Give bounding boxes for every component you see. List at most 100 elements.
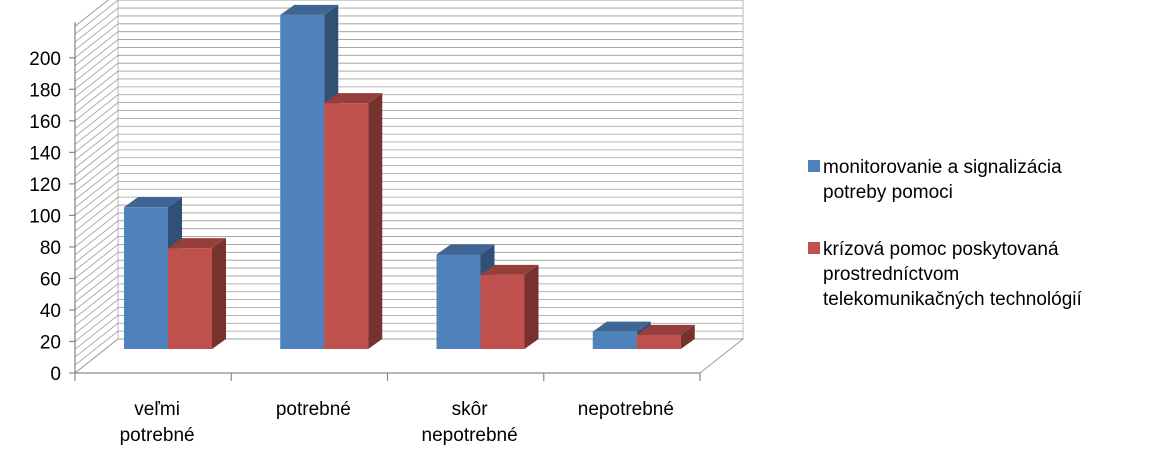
grid-line-side <box>74 291 119 327</box>
grid-line-side <box>74 39 119 74</box>
grid-line-side <box>74 62 119 98</box>
legend-item-series-1: monitorovanie a signalizácia potreby pom… <box>804 155 1164 205</box>
bar <box>480 264 539 349</box>
x-category-label-line: nepotrebné <box>578 399 674 420</box>
legend-label-series-1: monitorovanie a signalizácia potreby pom… <box>823 157 1062 203</box>
y-tick-label: 160 <box>29 112 61 133</box>
grid-line-side <box>74 70 119 106</box>
x-category-label-line: nepotrebné <box>422 425 518 446</box>
y-tick-label: 60 <box>40 269 61 290</box>
y-tick-label: 100 <box>29 206 61 227</box>
y-tick-label: 140 <box>29 143 61 164</box>
grid-line-side <box>74 173 119 208</box>
x-category-label: nepotrebné <box>578 399 674 420</box>
grid-line-side <box>74 78 119 114</box>
bar-front <box>280 14 325 349</box>
grid-lines <box>74 0 743 374</box>
grid-line-side <box>74 0 119 35</box>
grid-line-side <box>74 23 119 59</box>
grid-line-side <box>74 15 119 51</box>
legend-swatch-series-1 <box>808 160 820 172</box>
bar-side <box>524 264 539 349</box>
grid-line-side <box>74 330 119 366</box>
bar-side <box>368 93 383 349</box>
legend-item-series-2: krízová pomoc poskytovaná prostredníctvo… <box>804 237 1164 312</box>
y-tick-label: 180 <box>29 80 61 101</box>
bar-front <box>636 334 681 349</box>
y-tick-label: 40 <box>40 301 61 322</box>
grid-line-side <box>74 7 119 43</box>
y-tick-label: 80 <box>40 238 61 259</box>
grid-line-side <box>74 118 119 153</box>
grid-line-side <box>74 181 119 216</box>
grid-line-side <box>74 275 119 311</box>
grid-line-side <box>74 86 119 122</box>
bar <box>636 324 695 349</box>
grid-line-side <box>74 228 119 263</box>
legend: monitorovanie a signalizácia potreby pom… <box>804 155 1164 344</box>
grid-line-side <box>74 31 119 66</box>
y-tick-label: 0 <box>50 364 61 385</box>
y-tick-label: 20 <box>40 332 61 353</box>
bar-top <box>168 238 226 249</box>
grid-line-side <box>74 283 119 319</box>
legend-label-series-2: krízová pomoc poskytovaná prostredníctvo… <box>823 239 1082 310</box>
bars <box>124 4 695 349</box>
x-category-label-line: veľmi <box>134 399 180 420</box>
grid-line-side <box>74 165 119 200</box>
bar <box>592 321 651 349</box>
grid-line-side <box>74 299 119 334</box>
x-category-label: skôr nepotrebné <box>422 399 518 446</box>
bar-front <box>436 254 481 349</box>
y-tick-label: 200 <box>29 49 61 70</box>
grid-line-side <box>74 315 119 350</box>
grid-line-side <box>74 212 119 248</box>
grid-line-side <box>74 149 119 185</box>
grid-line-side <box>74 252 119 287</box>
grid-line-side <box>74 322 119 358</box>
grid-line-side <box>74 307 119 342</box>
bar-front <box>592 331 637 349</box>
bar <box>168 238 226 349</box>
legend-swatch-series-2 <box>808 242 820 254</box>
grid-line-side <box>74 125 119 161</box>
bar <box>324 93 383 349</box>
bar-side <box>680 324 695 349</box>
bar-side <box>212 238 226 349</box>
bar-top <box>436 244 495 255</box>
bar-front <box>324 103 369 349</box>
grid-line-side <box>74 47 119 82</box>
chart-walls <box>73 0 745 375</box>
grid-line-side <box>74 220 119 256</box>
grid-line-side <box>74 141 119 177</box>
bar-top <box>280 4 339 15</box>
x-category-label-line: potrebné <box>120 425 195 446</box>
bar-front <box>124 207 168 349</box>
grid-line-side <box>74 188 119 224</box>
grid-line-side <box>74 244 119 279</box>
grid-line-side <box>74 267 119 303</box>
grid-line-side <box>74 133 119 169</box>
grid-line-side <box>74 157 119 193</box>
bar-front <box>480 274 525 349</box>
bar-top <box>124 197 182 208</box>
bar-top <box>324 93 383 104</box>
y-tick-label: 120 <box>29 175 61 196</box>
x-category-label-line: potrebné <box>276 399 351 420</box>
grid-line-side <box>74 94 119 130</box>
bar-top <box>592 321 651 332</box>
grid-line-side <box>74 0 109 27</box>
x-category-label-line: skôr <box>452 399 489 420</box>
grid-line-side <box>74 204 119 240</box>
x-category-label: potrebné <box>276 399 351 420</box>
grid-line-side <box>74 196 119 232</box>
grid-line-side <box>74 259 119 295</box>
bar-top <box>480 264 539 275</box>
bar-top <box>636 324 695 335</box>
x-category-label: veľmi potrebné <box>120 399 195 446</box>
grid-line-side <box>74 102 119 137</box>
grid-line-side <box>74 55 119 90</box>
bar-front <box>168 248 212 349</box>
grid-line-side <box>74 110 119 145</box>
